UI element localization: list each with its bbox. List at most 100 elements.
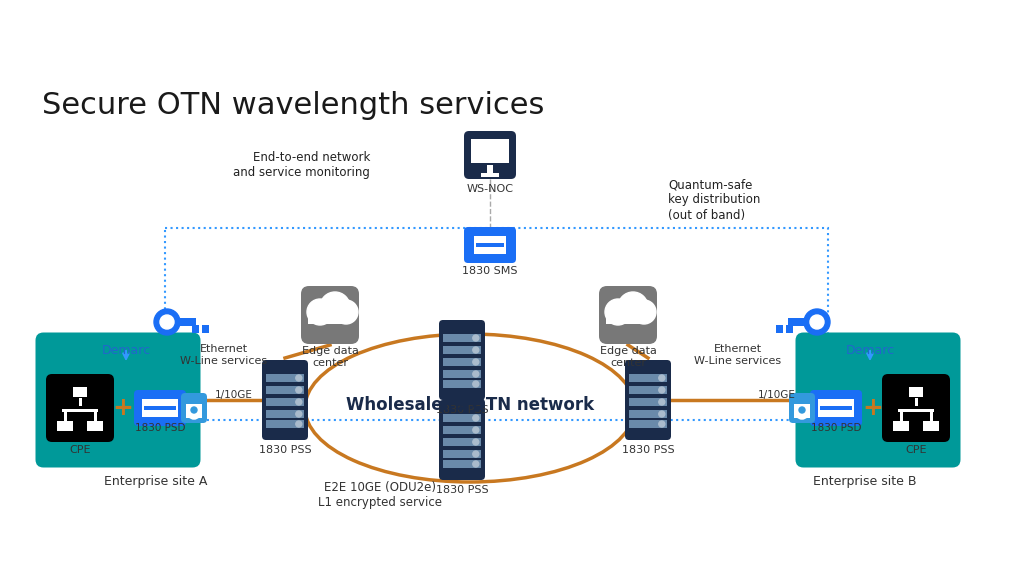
Bar	[818, 399, 854, 417]
Text: 1830 PSS: 1830 PSS	[259, 445, 311, 455]
Bar	[893, 421, 909, 431]
Circle shape	[473, 427, 479, 433]
FancyBboxPatch shape	[790, 393, 815, 423]
Circle shape	[296, 411, 302, 417]
Bar	[266, 420, 304, 428]
Bar	[476, 243, 504, 247]
FancyBboxPatch shape	[625, 360, 671, 440]
Text: 1830 PSD: 1830 PSD	[135, 423, 185, 433]
Bar	[266, 410, 304, 418]
Bar	[266, 386, 304, 394]
Text: Quantum-safe
key distribution
(out of band): Quantum-safe key distribution (out of ba…	[668, 178, 761, 221]
Bar	[93, 411, 96, 421]
Bar	[898, 408, 934, 412]
Bar	[443, 438, 481, 446]
Bar	[57, 421, 73, 431]
Circle shape	[154, 309, 180, 335]
Bar	[266, 398, 304, 406]
Text: Edge data
center: Edge data center	[600, 346, 656, 368]
FancyBboxPatch shape	[134, 390, 186, 426]
Bar	[474, 236, 506, 254]
Circle shape	[810, 315, 824, 329]
FancyBboxPatch shape	[36, 332, 201, 467]
Bar	[62, 408, 98, 412]
Bar	[165, 228, 828, 420]
Text: 1/10GE: 1/10GE	[758, 390, 796, 400]
Text: 1830 PSS: 1830 PSS	[435, 405, 488, 415]
Text: 1830 PSS: 1830 PSS	[622, 445, 675, 455]
FancyBboxPatch shape	[882, 374, 950, 442]
Bar	[606, 312, 644, 324]
Circle shape	[632, 300, 656, 324]
Text: 1830 SMS: 1830 SMS	[462, 266, 518, 276]
Bar	[443, 380, 481, 388]
Bar	[174, 318, 196, 326]
Bar	[788, 318, 810, 326]
Circle shape	[473, 347, 479, 353]
Bar	[930, 411, 933, 421]
Text: Enterprise site A: Enterprise site A	[104, 476, 208, 489]
Text: Ethernet
W-Line services: Ethernet W-Line services	[694, 344, 781, 366]
Circle shape	[658, 375, 665, 381]
Circle shape	[605, 299, 631, 325]
Text: E2E 10GE (ODU2e)
L1 encrypted service: E2E 10GE (ODU2e) L1 encrypted service	[318, 481, 442, 509]
Circle shape	[296, 375, 302, 381]
FancyBboxPatch shape	[796, 332, 961, 467]
Text: Demarc: Demarc	[846, 343, 895, 356]
Circle shape	[334, 300, 358, 324]
Circle shape	[191, 407, 197, 413]
Circle shape	[473, 371, 479, 377]
Bar	[909, 387, 923, 397]
Bar	[87, 421, 103, 431]
FancyBboxPatch shape	[301, 286, 359, 344]
Bar	[820, 406, 852, 410]
Circle shape	[473, 461, 479, 467]
Text: End-to-end network
and service monitoring: End-to-end network and service monitorin…	[233, 151, 370, 179]
Bar	[73, 387, 87, 397]
Circle shape	[804, 309, 830, 335]
Bar	[629, 420, 667, 428]
FancyBboxPatch shape	[181, 393, 207, 423]
Bar	[443, 346, 481, 354]
Circle shape	[658, 399, 665, 405]
Text: Edge data
center: Edge data center	[301, 346, 358, 368]
FancyBboxPatch shape	[464, 227, 516, 263]
Text: 1830 PSS: 1830 PSS	[435, 485, 488, 495]
Text: CPE: CPE	[70, 445, 91, 455]
Bar	[79, 398, 82, 406]
Bar	[775, 325, 782, 333]
Bar	[443, 334, 481, 342]
Circle shape	[160, 315, 174, 329]
Bar	[923, 421, 939, 431]
Bar	[914, 398, 918, 406]
Bar	[443, 414, 481, 422]
Bar	[63, 411, 67, 421]
Circle shape	[618, 292, 648, 322]
FancyBboxPatch shape	[464, 131, 516, 179]
Bar	[144, 406, 176, 410]
Bar	[308, 312, 346, 324]
Circle shape	[473, 451, 479, 457]
Circle shape	[296, 387, 302, 393]
Circle shape	[296, 421, 302, 427]
Bar	[481, 173, 499, 177]
Text: Ethernet
W-Line services: Ethernet W-Line services	[180, 344, 267, 366]
Text: +: +	[113, 396, 133, 420]
Bar	[266, 374, 304, 382]
Bar	[794, 404, 810, 418]
Circle shape	[658, 411, 665, 417]
Bar	[191, 325, 199, 333]
Circle shape	[473, 335, 479, 341]
FancyBboxPatch shape	[439, 400, 485, 480]
Text: 1/10GE: 1/10GE	[215, 390, 253, 400]
Circle shape	[473, 381, 479, 387]
FancyBboxPatch shape	[599, 286, 657, 344]
FancyBboxPatch shape	[439, 320, 485, 400]
Circle shape	[473, 439, 479, 445]
Bar	[443, 426, 481, 434]
Text: Secure OTN wavelength services: Secure OTN wavelength services	[42, 90, 545, 120]
Circle shape	[319, 292, 350, 322]
Text: Demarc: Demarc	[101, 343, 151, 356]
Circle shape	[658, 421, 665, 427]
Text: WS-NOC: WS-NOC	[467, 184, 513, 194]
